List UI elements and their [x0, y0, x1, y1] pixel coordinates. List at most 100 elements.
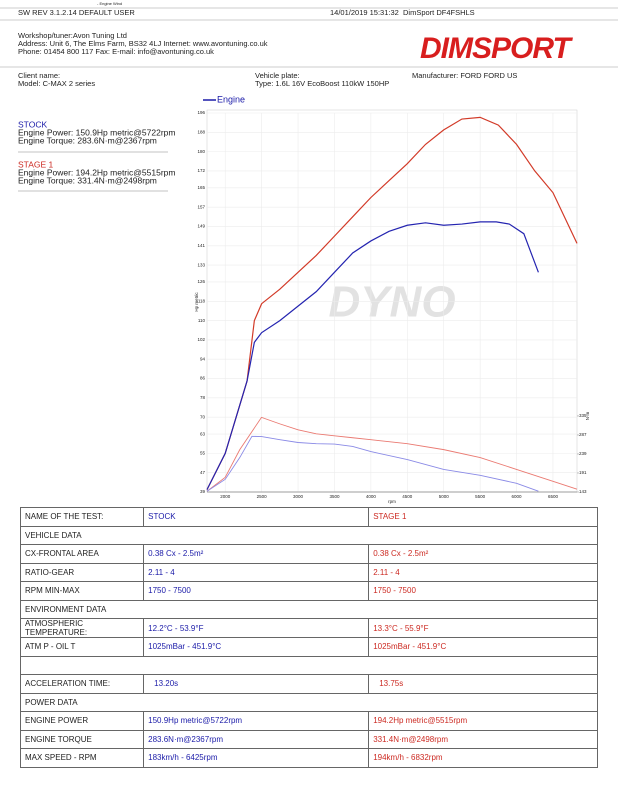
table-row: VEHICLE DATA — [20, 525, 598, 545]
table-row: NAME OF THE TEST: STOCK STAGE 1 — [19, 507, 598, 527]
summary-power: Engine Power: 150.9Hp metric@5722rpm — [18, 127, 175, 137]
x-tick-label: 5500 — [475, 494, 486, 499]
table-cell: RPM MIN-MAX — [19, 581, 145, 601]
y-tick-label: 63 — [200, 431, 206, 436]
device: DimSport DF4FSHLS — [403, 8, 475, 17]
table-cell: 1025mBar - 451.9°C — [143, 637, 370, 657]
table-row: ENGINE TORQUE 283.6N·m@2367rpm 331.4N·m@24… — [19, 729, 598, 749]
y-tick-label: 102 — [197, 337, 205, 342]
x-tick-label: 2500 — [257, 494, 268, 499]
y-tick-label: 118 — [198, 298, 206, 303]
table-row: ATM P - OIL T 1025mBar - 451.9°C 1025mBar … — [19, 637, 598, 657]
table-row: ATMOSPHERIC TEMPERATURE: 12.2°C - 53.9°F 1… — [19, 618, 598, 638]
summary-power: Engine Power: 194.2Hp metric@5515rpm — [18, 167, 175, 177]
curve — [206, 416, 578, 492]
y-tick-label: 47 — [200, 470, 206, 475]
report: - Engine Wind SW REV 3.1.2.14 DEFAULT US… — [0, 1, 618, 504]
table-row: RATIO-GEAR 2.11 - 4 2.11 - 4 — [19, 562, 598, 582]
table-cell: 0.38 Cx - 2.5m² — [368, 544, 598, 564]
table-cell: 13.3°C - 55.9°F — [368, 618, 598, 638]
table-cell: 150.9Hp metric@5722rpm — [143, 711, 370, 731]
table-row: MAX SPEED - RPM 183km/h - 6425rpm 194km/h … — [19, 748, 598, 768]
x-tick-label: 6000 — [512, 494, 523, 499]
table-cell: 1750 - 7500 — [368, 581, 598, 601]
workshop: Address: Unit 6, The Elms Farm, BS32 4LJ… — [18, 39, 268, 48]
table-cell: 13.75s — [368, 674, 598, 694]
table-cell: RATIO-GEAR — [19, 562, 145, 582]
table-row: ENGINE POWER 150.9Hp metric@5722rpm 194.2H… — [19, 711, 598, 731]
summary-torque: Engine Torque: 331.4N·m@2498rpm — [18, 175, 157, 185]
y-tick-label: 55 — [200, 451, 206, 456]
y-tick-label: 39 — [200, 489, 206, 494]
curve — [206, 435, 539, 492]
table-cell: VEHICLE DATA — [20, 525, 598, 545]
table-cell: STAGE 1 — [368, 507, 598, 527]
x-axis-label: rpm — [388, 499, 396, 504]
table-cell: 183km/h - 6425rpm — [143, 748, 370, 768]
x-tick-label: 3000 — [293, 494, 304, 499]
table-row: CX-FRONTAL AREA 0.38 Cx - 2.5m² 0.38 Cx - … — [19, 544, 598, 564]
summary-name: STOCK — [18, 119, 47, 129]
table-row: ACCELERATION TIME: 13.20s 13.75s — [19, 674, 598, 694]
table-row: POWER DATA — [20, 692, 598, 712]
y-tick-label: 180 — [197, 149, 205, 154]
table-cell: MAX SPEED - RPM — [19, 748, 145, 768]
y-tick-label: 70 — [200, 414, 206, 419]
y-tick-label: 141 — [197, 243, 205, 248]
y-tick-label: 196 — [197, 110, 205, 115]
y2-axis-label: N·m — [585, 412, 590, 421]
table-cell: ACCELERATION TIME: — [19, 674, 145, 694]
table-cell: 1025mBar - 451.9°C — [368, 637, 598, 657]
table-cell — [20, 655, 598, 675]
table-cell: ATM P - OIL T — [19, 637, 145, 657]
watermark: DYNO — [328, 278, 455, 327]
tab: - Engine Wind — [97, 1, 122, 6]
software: SW REV 3.1.2.14 DEFAULT USER — [18, 8, 135, 17]
table-cell: 194km/h - 6832rpm — [368, 748, 598, 768]
plate: Vehicle plate: — [255, 71, 300, 80]
x-tick-label: 6500 — [548, 494, 559, 499]
x-tick-label: 5000 — [439, 494, 450, 499]
y2-tick-label: 239 — [579, 451, 587, 456]
y-tick-label: 133 — [197, 262, 205, 267]
table-cell: 12.2°C - 53.9°F — [143, 618, 370, 638]
y-tick-label: 86 — [200, 376, 206, 381]
client: Client name: — [18, 71, 60, 80]
y-tick-label: 110 — [198, 318, 206, 323]
table-cell: POWER DATA — [20, 692, 598, 712]
table-cell: NAME OF THE TEST: — [19, 507, 145, 527]
table-cell: STOCK — [143, 507, 370, 527]
summary-torque: Engine Torque: 283.6N·m@2367rpm — [18, 135, 157, 145]
curve — [206, 116, 578, 490]
curve — [206, 221, 539, 490]
table-cell: 283.6N·m@2367rpm — [143, 729, 370, 749]
x-tick-label: 3500 — [329, 494, 340, 499]
table-cell: 13.20s — [143, 674, 370, 694]
y-tick-label: 188 — [197, 129, 205, 134]
workshop: Phone: 01454 800 117 Fax: E-mail: info@a… — [18, 47, 214, 56]
x-tick-label: 4500 — [402, 494, 413, 499]
table-row: RPM MIN-MAX 1750 - 7500 1750 - 7500 — [19, 581, 598, 601]
table-cell: ENGINE POWER — [19, 711, 145, 731]
summary-name: STAGE 1 — [18, 159, 54, 169]
y-tick-label: 157 — [197, 204, 205, 209]
type: Type: 1.6L 16V EcoBoost 110kW 150HP — [255, 79, 389, 88]
workshop: Workshop/tuner:Avon Tuning Ltd — [18, 31, 127, 40]
table-cell: 2.11 - 4 — [368, 562, 598, 582]
legend-label: Engine — [217, 94, 245, 104]
y2-tick-label: 143 — [579, 489, 587, 494]
table-cell: 194.2Hp metric@5515rpm — [368, 711, 598, 731]
table-cell: ENGINE TORQUE — [19, 729, 145, 749]
table-cell: ATMOSPHERIC TEMPERATURE: — [19, 618, 145, 638]
table-cell: 1750 - 7500 — [143, 581, 370, 601]
y-axis-label: Hp metric — [194, 292, 199, 312]
table-cell: ENVIRONMENT DATA — [20, 599, 598, 619]
table-cell: CX-FRONTAL AREA — [19, 544, 145, 564]
table-cell: 331.4N·m@2498rpm — [368, 729, 598, 749]
y-tick-label: 172 — [197, 168, 205, 173]
y2-tick-label: 191 — [579, 470, 587, 475]
test-table: NAME OF THE TEST: STOCK STAGE 1 VEHICLE DAT… — [19, 507, 598, 768]
table-cell: 2.11 - 4 — [143, 562, 370, 582]
model: Model: C-MAX 2 series — [18, 79, 95, 88]
